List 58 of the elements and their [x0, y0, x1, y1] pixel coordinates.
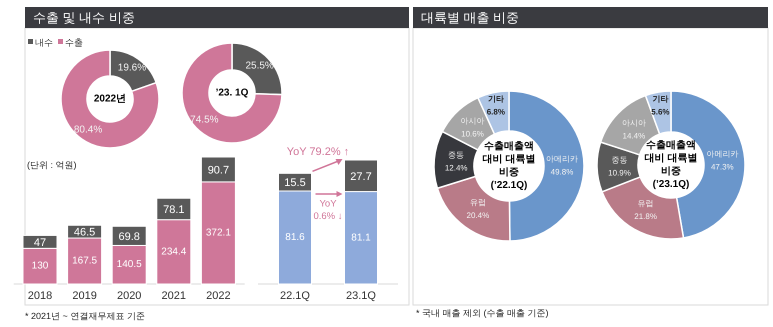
slice-label: 아메리카 — [546, 154, 578, 164]
annotation: (단위 : 억원) — [27, 160, 76, 170]
text: * 2021년 ~ 연결재무제표 기준 — [25, 311, 145, 321]
legend-label: 수출 — [65, 37, 83, 48]
slice-label: 아시아 — [460, 116, 484, 126]
data-label: 19.6% — [118, 62, 146, 74]
data-label: 90.7 — [208, 164, 230, 176]
slice-label: 아메리카 — [706, 150, 738, 159]
data-label: 6.8% — [486, 107, 505, 116]
slice-label: 아시아 — [622, 118, 646, 128]
data-label: 80.4% — [74, 124, 102, 136]
x-tick-label: 2018 — [28, 290, 52, 302]
text: 수출매출액 대비 대륙별 비중 (’22.1Q) — [482, 141, 536, 191]
data-label: 167.5 — [72, 256, 98, 267]
data-label: 10.9% — [608, 168, 631, 178]
x-tick-label: 2020 — [116, 290, 142, 302]
data-label: 47 — [34, 236, 46, 249]
data-label: 46.5 — [74, 226, 96, 239]
x-tick-label: 2019 — [72, 290, 97, 302]
slice-label: 유럽 — [638, 198, 654, 208]
data-label: 140.5 — [116, 259, 142, 270]
data-label: 14.4% — [622, 131, 646, 140]
slice-label: 기타 — [652, 94, 668, 104]
data-label: 47.3% — [710, 162, 734, 172]
data-label: 20.4% — [466, 210, 490, 220]
data-label: 5.6% — [651, 107, 670, 116]
slice-label: 기타 — [488, 94, 504, 104]
text: 수출매출액 대비 대륙별 비중 (’23.1Q) — [644, 140, 698, 190]
slice-label: 중동 — [612, 155, 628, 164]
x-tick-label: 22.1Q — [280, 290, 310, 302]
data-label: 69.8 — [118, 230, 140, 243]
data-label: 81.6 — [285, 232, 306, 243]
chart-title: 수출 및 내수 비중 — [33, 10, 135, 25]
data-label: 27.7 — [350, 170, 372, 183]
data-label: 81.1 — [351, 232, 372, 244]
text: 2022년 — [94, 94, 126, 104]
slice-label: 중동 — [448, 150, 464, 160]
data-label: 234.4 — [161, 246, 187, 258]
data-label: 25.5% — [245, 60, 274, 72]
chart-title: 대륙별 매출 비중 — [421, 10, 520, 25]
x-tick-label: 23.1Q — [346, 290, 376, 302]
data-label: 21.8% — [634, 212, 657, 221]
data-label: 372.1 — [206, 227, 232, 238]
data-label: 10.6% — [461, 130, 484, 139]
data-label: 74.5% — [190, 114, 219, 126]
data-label: 49.8% — [550, 168, 574, 177]
data-label: 12.4% — [444, 163, 468, 172]
x-tick-label: 2021 — [162, 290, 186, 302]
text: YoY 79.2% ↑ — [286, 146, 350, 158]
text: * 국내 매출 제외 (수출 매출 기준) — [416, 308, 548, 318]
x-tick-label: 2022 — [206, 290, 231, 302]
slice-label: 유럽 — [470, 198, 486, 207]
data-label: 15.5 — [284, 177, 306, 190]
text: ’23. 1Q — [216, 88, 249, 98]
data-label: 130 — [32, 260, 49, 272]
annotation: YoY 0.6% ↓ — [313, 198, 343, 222]
data-label: 78.1 — [163, 204, 185, 216]
legend-label: 내수 — [35, 37, 53, 48]
